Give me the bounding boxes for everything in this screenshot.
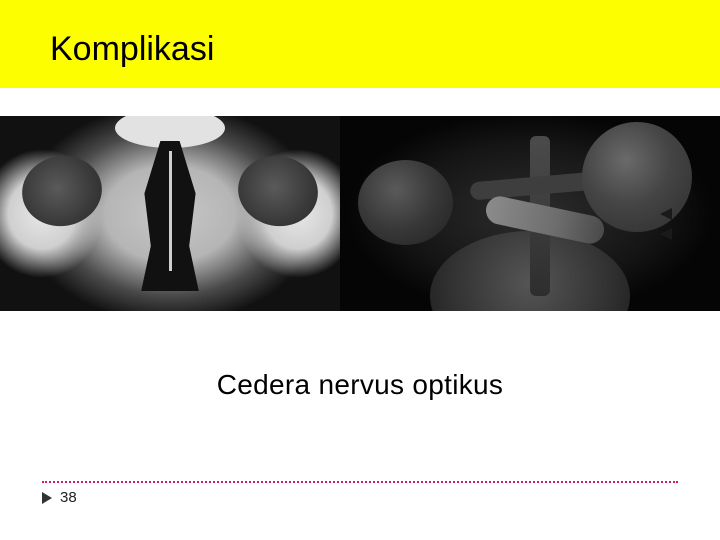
title-bar: Komplikasi: [0, 0, 720, 88]
page-indicator: 38: [42, 489, 678, 506]
play-arrow-icon: [42, 492, 52, 504]
slide-title: Komplikasi: [50, 30, 214, 68]
page-number: 38: [60, 489, 77, 506]
mri-scan-image: [340, 116, 720, 311]
arrow-marker-icon: [660, 228, 672, 240]
image-caption: Cedera nervus optikus: [217, 369, 503, 400]
ct-scan-image: [0, 116, 340, 311]
image-row: [0, 116, 720, 311]
arrow-marker-icon: [660, 208, 672, 220]
footer-divider: [42, 481, 678, 483]
slide-footer: 38: [42, 481, 678, 506]
caption-area: Cedera nervus optikus: [0, 369, 720, 401]
